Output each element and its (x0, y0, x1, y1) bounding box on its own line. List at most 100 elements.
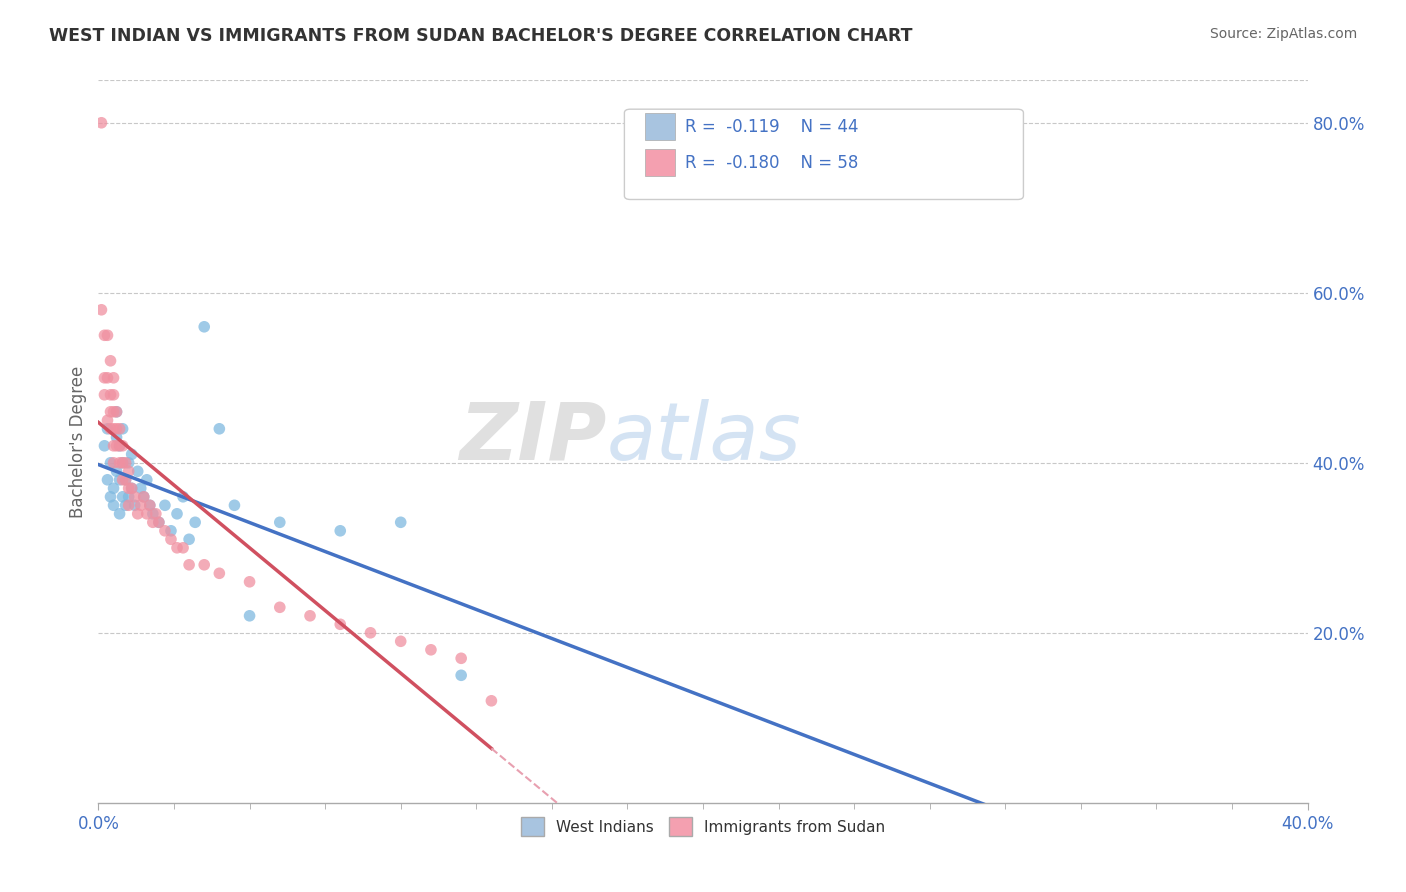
Point (103, 371, 125, 385)
Point (93, 439, 115, 453)
Point (148, 516, 170, 530)
Point (208, 422, 231, 436)
Point (105, 422, 128, 436)
Point (108, 473, 131, 487)
Point (129, 481, 152, 495)
Point (93, 328, 115, 343)
Point (172, 490, 194, 504)
Point (96, 328, 118, 343)
Point (135, 473, 157, 487)
Point (108, 456, 131, 470)
Text: R =  -0.180    N = 58: R = -0.180 N = 58 (685, 153, 858, 171)
Point (481, 694, 503, 708)
Point (121, 447, 143, 461)
Point (111, 473, 134, 487)
Point (118, 464, 141, 478)
Point (160, 533, 183, 547)
FancyBboxPatch shape (645, 149, 675, 177)
Point (132, 490, 155, 504)
Text: WEST INDIAN VS IMMIGRANTS FROM SUDAN BACHELOR'S DEGREE CORRELATION CHART: WEST INDIAN VS IMMIGRANTS FROM SUDAN BAC… (49, 27, 912, 45)
Point (111, 456, 134, 470)
Point (111, 439, 134, 453)
Point (193, 319, 215, 334)
Point (139, 498, 162, 512)
FancyBboxPatch shape (645, 112, 675, 140)
Point (208, 566, 231, 581)
Point (124, 498, 146, 512)
Point (114, 456, 136, 470)
Point (103, 498, 125, 512)
Point (90, 116, 112, 130)
Point (160, 524, 183, 538)
Point (239, 574, 262, 589)
Point (118, 481, 141, 495)
Point (96, 473, 118, 487)
Point (121, 481, 143, 495)
Point (114, 498, 136, 512)
Text: atlas: atlas (606, 399, 801, 477)
Point (129, 498, 152, 512)
Point (105, 439, 128, 453)
Point (93, 388, 115, 402)
Point (105, 405, 128, 419)
Point (105, 430, 128, 444)
Point (103, 405, 125, 419)
Point (329, 617, 352, 632)
Point (103, 422, 125, 436)
Point (360, 625, 382, 640)
Point (127, 464, 149, 478)
Point (172, 541, 194, 555)
FancyBboxPatch shape (624, 109, 1024, 200)
Point (103, 439, 125, 453)
Point (179, 533, 201, 547)
Text: Source: ZipAtlas.com: Source: ZipAtlas.com (1209, 27, 1357, 41)
Point (450, 668, 472, 682)
Point (114, 473, 136, 487)
Point (100, 405, 122, 419)
Point (111, 456, 134, 470)
Point (108, 422, 131, 436)
Point (103, 456, 125, 470)
Point (90, 302, 112, 317)
Point (108, 507, 131, 521)
Point (389, 516, 412, 530)
Point (103, 388, 125, 402)
Point (111, 422, 134, 436)
Point (179, 558, 201, 572)
Point (118, 498, 141, 512)
Point (166, 507, 188, 521)
Text: ZIP: ZIP (458, 399, 606, 477)
Point (153, 498, 176, 512)
Point (118, 456, 141, 470)
Point (100, 353, 122, 368)
Point (93, 371, 115, 385)
Point (132, 490, 155, 504)
Point (103, 481, 125, 495)
Point (184, 516, 207, 530)
Point (299, 608, 322, 623)
Point (118, 490, 141, 504)
Point (142, 507, 165, 521)
Point (166, 541, 188, 555)
Point (100, 456, 122, 470)
Point (139, 498, 162, 512)
Point (96, 422, 118, 436)
Point (105, 464, 128, 478)
Text: R =  -0.119    N = 44: R = -0.119 N = 44 (685, 118, 858, 136)
Point (127, 507, 149, 521)
Point (153, 524, 176, 538)
Legend: West Indians, Immigrants from Sudan: West Indians, Immigrants from Sudan (515, 811, 891, 842)
Point (193, 558, 215, 572)
Point (121, 481, 143, 495)
Point (100, 388, 122, 402)
Point (124, 490, 146, 504)
Point (329, 524, 352, 538)
Point (114, 473, 136, 487)
Point (389, 634, 412, 648)
Point (105, 405, 128, 419)
Point (269, 600, 291, 615)
Point (108, 439, 131, 453)
Point (135, 507, 157, 521)
Point (100, 490, 122, 504)
Point (96, 413, 118, 427)
